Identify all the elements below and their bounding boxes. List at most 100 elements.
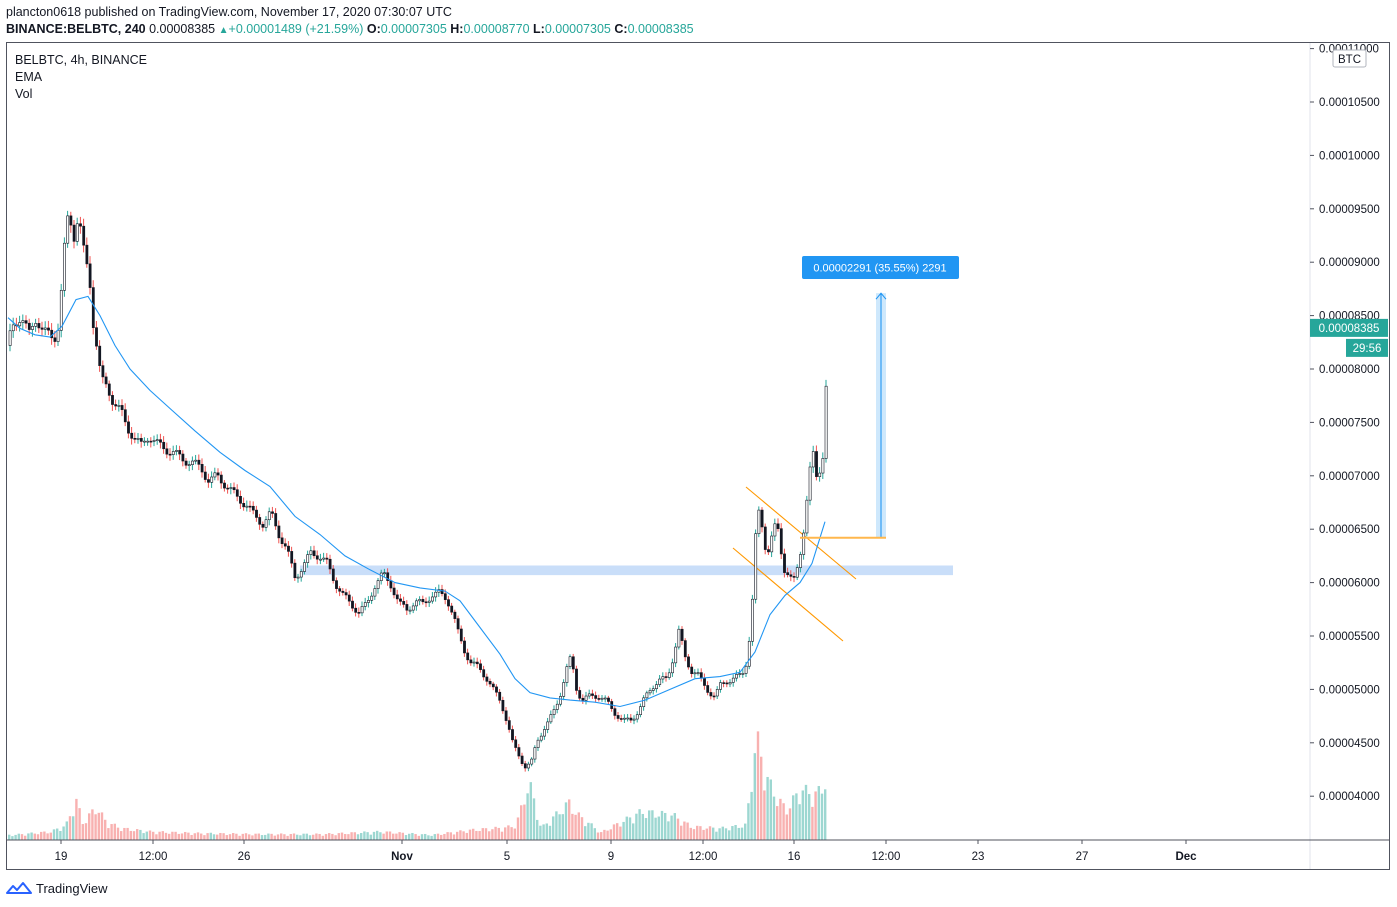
- volume-bar: [584, 826, 587, 840]
- candle: [242, 497, 246, 511]
- volume-bar: [552, 816, 555, 840]
- candle: [88, 256, 92, 295]
- volume-bar: [702, 829, 705, 840]
- candle: [216, 468, 220, 481]
- volume-bar: [14, 834, 17, 840]
- candle: [603, 695, 607, 703]
- volume-bar: [568, 799, 571, 840]
- candle: [261, 521, 265, 532]
- volume-bar: [155, 834, 158, 840]
- volume-bar: [59, 831, 62, 840]
- time-tick-label: Nov: [391, 851, 413, 863]
- candle: [181, 450, 185, 467]
- volume-bar: [139, 829, 142, 840]
- countdown-label: 29:56: [1353, 343, 1382, 355]
- volume-bar: [760, 756, 763, 840]
- candle: [562, 679, 566, 701]
- volume-bar: [184, 831, 187, 840]
- volume-bar: [510, 827, 513, 840]
- candle: [8, 323, 12, 352]
- candle: [495, 684, 498, 697]
- volume-bar: [436, 833, 440, 840]
- candle: [424, 597, 428, 608]
- candle: [146, 437, 150, 446]
- volume-bar: [257, 833, 260, 840]
- candle: [357, 607, 361, 618]
- time-tick-label: 12:00: [139, 851, 168, 863]
- volume-bar: [244, 833, 248, 840]
- volume-bar: [660, 810, 664, 840]
- candle: [63, 237, 66, 297]
- candle: [255, 505, 258, 522]
- candle: [648, 687, 652, 696]
- volume-bar: [539, 825, 542, 840]
- volume-bar: [648, 810, 651, 840]
- volume-bar: [449, 832, 452, 840]
- candle: [555, 700, 559, 714]
- footer[interactable]: TradingView: [6, 878, 108, 898]
- candle: [43, 321, 47, 336]
- volume-bar: [513, 828, 516, 840]
- candle: [290, 546, 294, 568]
- volume-bar: [516, 817, 520, 840]
- volume-bar: [369, 834, 372, 840]
- volume-bar: [737, 827, 740, 840]
- price-tick-label: 0.00007500: [1319, 417, 1380, 429]
- candle: [741, 668, 745, 678]
- candle: [415, 598, 418, 611]
- candle: [731, 674, 735, 687]
- candle: [815, 445, 818, 481]
- volume-bar: [331, 833, 334, 840]
- candle: [479, 659, 482, 673]
- candle: [341, 588, 345, 596]
- open-label: O:: [366, 22, 381, 36]
- volume-bar: [385, 831, 388, 840]
- volume-bar: [763, 790, 766, 840]
- candle: [219, 471, 223, 489]
- volume-bar: [814, 791, 817, 840]
- candle: [303, 559, 306, 575]
- volume-bar: [427, 835, 430, 840]
- volume-bar: [472, 828, 475, 840]
- candle: [594, 691, 598, 703]
- candle: [597, 694, 601, 702]
- volume-bar: [433, 834, 436, 840]
- volume-bar: [664, 812, 667, 840]
- volume-bar: [232, 833, 235, 840]
- volume-bar: [824, 789, 827, 840]
- volume-bar: [318, 833, 321, 840]
- candle: [66, 210, 70, 248]
- volume-bar: [401, 832, 404, 840]
- candle: [117, 399, 121, 412]
- candle: [507, 716, 511, 733]
- candle: [735, 670, 738, 682]
- candle: [107, 380, 111, 402]
- candle: [325, 553, 329, 565]
- candle: [363, 597, 367, 611]
- candle: [482, 665, 486, 681]
- volume-bar: [251, 835, 254, 840]
- volume-bar: [459, 830, 462, 840]
- volume-bar: [72, 816, 75, 840]
- candle: [472, 657, 476, 667]
- candle: [824, 379, 828, 463]
- volume-bar: [481, 828, 484, 840]
- candle: [322, 552, 326, 562]
- volume-bar: [315, 833, 318, 840]
- volume-bar: [558, 814, 561, 840]
- candle: [552, 705, 556, 719]
- candle: [370, 592, 374, 604]
- volume-bar: [532, 798, 536, 840]
- price-tick-label: 0.00008000: [1319, 364, 1380, 376]
- last-price-label: 0.00008385: [1319, 323, 1380, 335]
- channel-line: [732, 547, 844, 642]
- volume-bar: [219, 832, 222, 840]
- volume-bar: [100, 812, 104, 840]
- tradingview-logo-icon: [6, 882, 32, 894]
- volume-bar: [638, 809, 641, 840]
- candle: [536, 737, 540, 752]
- volume-bar: [782, 803, 785, 840]
- candle: [450, 602, 454, 615]
- candle: [123, 403, 127, 427]
